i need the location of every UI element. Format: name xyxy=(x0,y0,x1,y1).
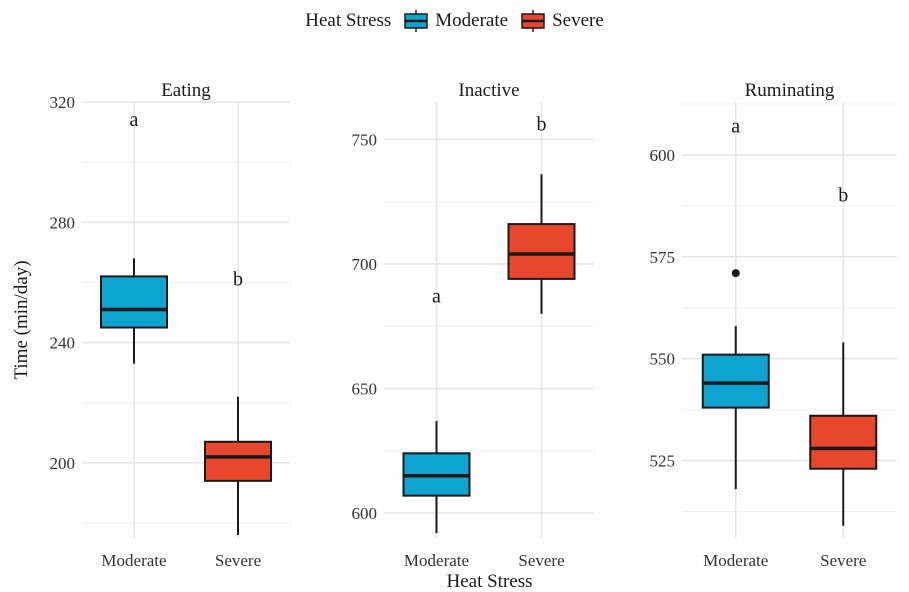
significance-letter: b xyxy=(838,185,848,207)
legend-title: Heat Stress xyxy=(305,10,392,31)
significance-letter: a xyxy=(432,285,441,307)
y-axis-title: Time (min/day) xyxy=(11,260,32,379)
outlier-point xyxy=(731,269,740,278)
x-tick-label: Moderate xyxy=(101,551,166,570)
y-tick-label: 200 xyxy=(50,454,76,473)
box-eating-severe xyxy=(204,440,272,482)
facet-title-eating: Eating xyxy=(161,80,211,101)
significance-letter: b xyxy=(233,268,243,290)
legend: Heat Stress Moderate Severe xyxy=(0,10,909,32)
legend-key-moderate xyxy=(404,10,428,32)
legend-item-moderate: Moderate xyxy=(403,10,508,32)
box-ruminating-severe xyxy=(809,414,878,470)
y-tick-label: 600 xyxy=(352,504,378,523)
legend-item-severe: Severe xyxy=(520,10,604,32)
y-tick-label: 550 xyxy=(650,350,676,369)
y-tick-label: 700 xyxy=(352,255,378,274)
x-tick-label: Severe xyxy=(215,551,261,570)
facet-title-inactive: Inactive xyxy=(458,80,519,101)
significance-letter: b xyxy=(537,113,547,135)
x-tick-label: Moderate xyxy=(404,551,469,570)
y-tick-label: 525 xyxy=(650,452,676,471)
y-tick-label: 575 xyxy=(650,248,676,267)
significance-letter: a xyxy=(731,115,740,137)
x-tick-label: Severe xyxy=(518,551,564,570)
y-tick-label: 240 xyxy=(50,334,76,353)
y-tick-label: 280 xyxy=(50,213,76,232)
box-inactive-severe xyxy=(507,223,576,280)
significance-letter: a xyxy=(130,109,139,131)
y-tick-label: 600 xyxy=(650,146,676,165)
y-tick-label: 650 xyxy=(352,380,378,399)
legend-label-moderate: Moderate xyxy=(435,10,509,31)
facet-title-ruminating: Ruminating xyxy=(745,80,835,101)
x-axis-title: Heat Stress xyxy=(446,571,532,592)
x-tick-label: Severe xyxy=(820,551,866,570)
y-tick-label: 320 xyxy=(50,93,76,112)
y-tick-label: 750 xyxy=(352,130,378,149)
legend-key-severe xyxy=(521,10,545,32)
box-eating-moderate xyxy=(100,275,168,329)
x-tick-label: Moderate xyxy=(703,551,768,570)
box-ruminating-moderate xyxy=(701,353,770,409)
legend-label-severe: Severe xyxy=(552,10,604,31)
